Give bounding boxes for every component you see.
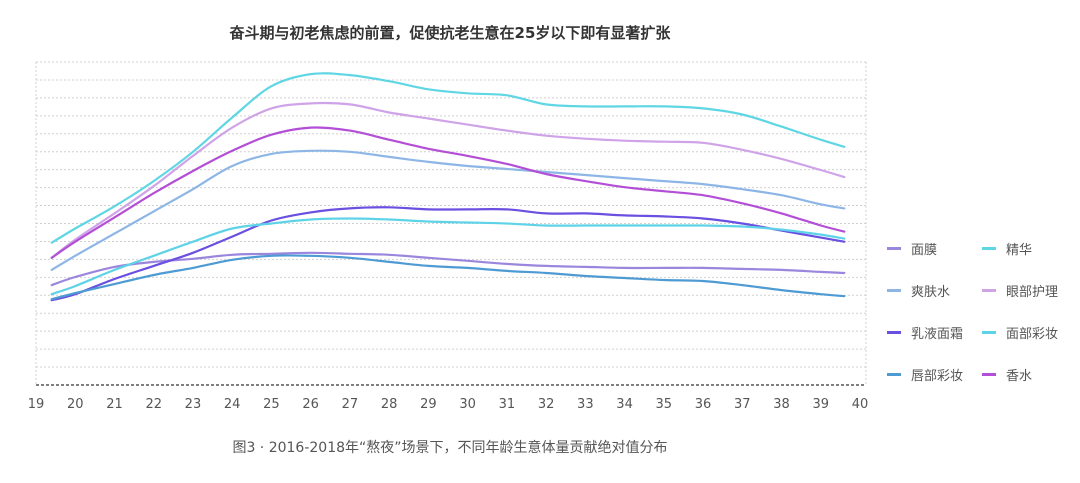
legend-item: 面膜 bbox=[887, 238, 937, 258]
x-tick-label: 34 bbox=[616, 397, 633, 412]
series-line-面部彩妆 bbox=[50, 217, 846, 296]
legend-item: 眼部护理 bbox=[982, 280, 1058, 300]
x-tick-label: 25 bbox=[263, 397, 280, 412]
series-line-香水 bbox=[50, 126, 846, 259]
series-line-面膜 bbox=[50, 251, 846, 287]
legend-label: 精华 bbox=[1006, 242, 1033, 258]
x-tick-label: 19 bbox=[28, 397, 45, 412]
legend-label: 眼部护理 bbox=[1006, 284, 1059, 300]
legend-label: 面膜 bbox=[911, 242, 938, 258]
x-tick-label: 33 bbox=[577, 397, 594, 412]
x-tick-label: 27 bbox=[342, 397, 359, 412]
legend-swatch bbox=[887, 330, 901, 334]
legend-label: 面部彩妆 bbox=[1006, 326, 1059, 342]
x-tick-label: 24 bbox=[224, 397, 241, 412]
x-tick-label: 28 bbox=[381, 397, 398, 412]
legend-swatch bbox=[887, 246, 901, 250]
legend-swatch bbox=[982, 372, 996, 376]
x-tick-label: 30 bbox=[459, 397, 476, 412]
legend-swatch bbox=[887, 288, 901, 292]
x-tick-label: 31 bbox=[499, 397, 516, 412]
x-tick-label: 23 bbox=[185, 397, 202, 412]
series-line-爽肤水 bbox=[50, 149, 846, 271]
x-tick-label: 40 bbox=[852, 397, 869, 412]
legend-item: 香水 bbox=[982, 364, 1032, 384]
x-tick-label: 22 bbox=[145, 397, 162, 412]
legend-label: 乳液面霜 bbox=[911, 326, 964, 342]
x-tick-label: 32 bbox=[538, 397, 555, 412]
x-tick-label: 38 bbox=[773, 397, 790, 412]
chart-title: 奋斗期与初老焦虑的前置，促使抗老生意在25岁以下即有显著扩张 bbox=[229, 24, 671, 42]
legend-item: 爽肤水 bbox=[887, 280, 950, 300]
series-lines bbox=[50, 72, 846, 302]
legend-swatch bbox=[982, 246, 996, 250]
x-tick-label: 21 bbox=[106, 397, 123, 412]
legend-label: 香水 bbox=[1006, 368, 1033, 384]
grid-lines bbox=[35, 61, 867, 385]
legend-item: 精华 bbox=[982, 238, 1032, 258]
legend-item: 乳液面霜 bbox=[887, 322, 963, 342]
series-line-唇部彩妆 bbox=[50, 254, 846, 301]
series-line-乳液面霜 bbox=[50, 206, 846, 302]
x-tick-label: 35 bbox=[656, 397, 673, 412]
figure-caption: 图3 · 2016-2018年“熬夜”场景下，不同年龄生意体量贡献绝对值分布 bbox=[232, 440, 668, 456]
legend-label: 爽肤水 bbox=[911, 284, 951, 300]
x-tick-label: 29 bbox=[420, 397, 437, 412]
legend-swatch bbox=[887, 372, 901, 376]
x-tick-label: 26 bbox=[302, 397, 319, 412]
x-tick-label: 36 bbox=[695, 397, 712, 412]
series-line-眼部护理 bbox=[50, 101, 846, 259]
legend-item: 唇部彩妆 bbox=[887, 364, 963, 384]
legend-label: 唇部彩妆 bbox=[911, 368, 964, 384]
series-line-精华 bbox=[50, 72, 846, 244]
x-tick-label: 39 bbox=[812, 397, 829, 412]
legend-item: 面部彩妆 bbox=[982, 322, 1058, 342]
x-axis: 19 20 21 22 23 24 25 26 27 28 29 30 31 32 33 34 35 36 37 38… bbox=[28, 384, 869, 412]
x-tick-label: 20 bbox=[67, 397, 84, 412]
x-tick-label: 37 bbox=[734, 397, 751, 412]
legend-swatch bbox=[982, 330, 996, 334]
legend-swatch bbox=[982, 288, 996, 292]
